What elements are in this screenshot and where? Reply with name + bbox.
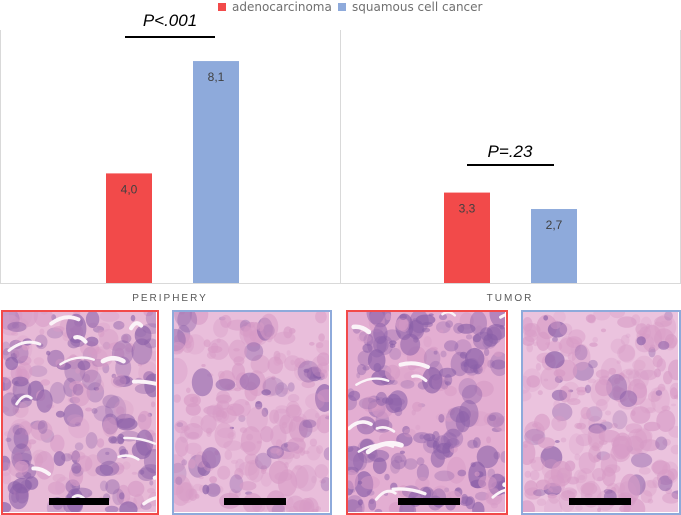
bar-tumor-adenocarcinoma [444,192,490,283]
category-label-periphery: PERIPHERY [132,293,208,304]
legend-label-squamous: squamous cell cancer [352,0,483,14]
histology-texture [3,312,156,512]
histology-image-squamous-periphery [172,310,332,515]
histology-texture [523,312,678,512]
data-label-periphery-adenocarcinoma: 4,0 [121,182,138,196]
legend-item-squamous: squamous cell cancer [338,0,482,14]
histology-image-adeno-tumor [346,310,508,515]
histology-texture [348,312,505,512]
legend-item-adenocarcinoma: adenocarcinoma [218,0,332,14]
legend: adenocarcinoma squamous cell cancer [0,0,681,14]
category-label-tumor: TUMOR [487,293,534,304]
bar-tumor-squamous [531,209,577,283]
p-value-tumor: P=.23 [488,142,533,161]
bar-chart: 4,0 8,1 PERIPHERY P<.001 3,3 2,7 TUMOR P=.23 [0,11,681,304]
legend-swatch-adenocarcinoma [218,3,226,11]
scale-bar [569,498,631,505]
bar-periphery-squamous [193,61,239,284]
p-value-periphery: P<.001 [143,11,197,30]
histology-image-squamous-tumor [521,310,681,515]
data-label-periphery-squamous: 8,1 [208,70,225,84]
scale-bar [49,498,109,505]
scale-bar [224,498,286,505]
histology-image-adeno-periphery [1,310,159,515]
legend-label-adenocarcinoma: adenocarcinoma [232,0,332,14]
data-label-tumor-squamous: 2,7 [546,218,563,232]
scale-bar [398,498,460,505]
data-label-tumor-adenocarcinoma: 3,3 [459,202,476,216]
histology-texture [174,312,329,512]
legend-swatch-squamous [338,3,346,11]
bar-periphery-adenocarcinoma [106,173,152,283]
